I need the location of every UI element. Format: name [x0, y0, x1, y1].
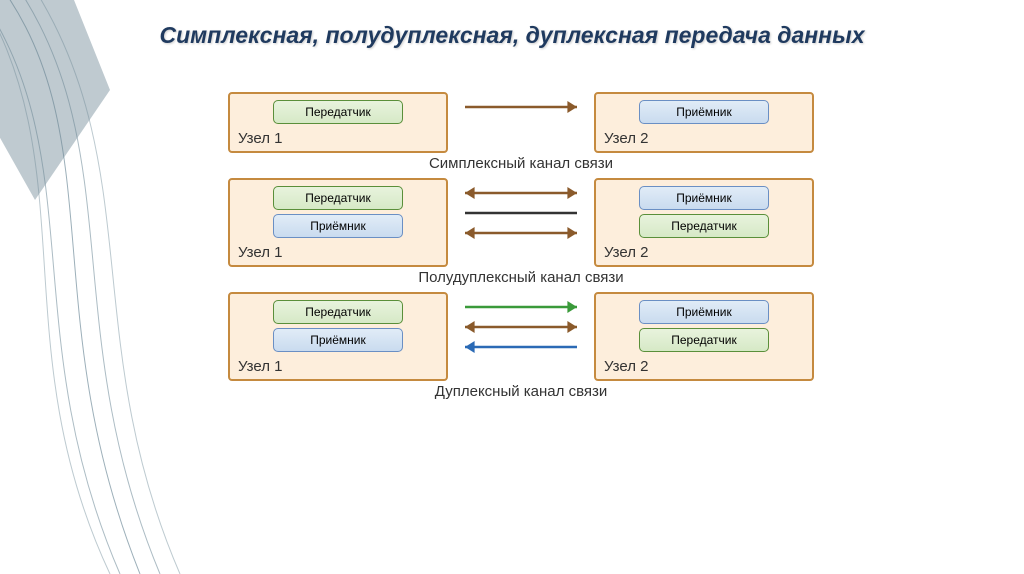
node-1: Передатчик Приёмник Узел 1 [228, 292, 448, 381]
arrow-line [461, 206, 581, 220]
receiver-box: Приёмник [639, 100, 769, 124]
arrow-column [458, 92, 584, 114]
arrow-both [461, 186, 581, 200]
arrow-left [461, 340, 581, 354]
node-2: Приёмник Передатчик Узел 2 [594, 178, 814, 267]
transmitter-box: Передатчик [639, 328, 769, 352]
node-label: Узел 1 [238, 130, 283, 147]
arrow-both [461, 320, 581, 334]
node-2: Приёмник Передатчик Узел 2 [594, 292, 814, 381]
arrow-right [461, 300, 581, 314]
node-1: Передатчик Узел 1 [228, 92, 448, 153]
node-label: Узел 1 [238, 358, 283, 375]
arrow-column [458, 292, 584, 354]
transmitter-box: Передатчик [273, 100, 403, 124]
transmitter-box: Передатчик [639, 214, 769, 238]
caption-fullduplex: Дуплексный канал связи [228, 383, 814, 400]
caption-halfduplex: Полудуплексный канал связи [228, 269, 814, 286]
section-simplex: Передатчик Узел 1 Приёмник Узел 2 Симплексны… [228, 92, 814, 172]
slide-decoration [0, 0, 190, 574]
page-title: Симплексная, полудуплексная, дуплексная … [0, 22, 1024, 49]
row: ПередатчикПриёмникУзел 1ПриёмникПередатч… [228, 292, 814, 381]
arrow-column [458, 178, 584, 240]
caption-simplex: Симплексный канал связи [228, 155, 814, 172]
diagram-area: Передатчик Узел 1 Приёмник Узел 2 Симплексны… [228, 92, 814, 406]
node-1: Передатчик Приёмник Узел 1 [228, 178, 448, 267]
row: ПередатчикПриёмникУзел 1ПриёмникПередатч… [228, 178, 814, 267]
node-label: Узел 2 [604, 358, 649, 375]
section-fullduplex: ПередатчикПриёмникУзел 1ПриёмникПередатч… [228, 292, 814, 400]
node-label: Узел 2 [604, 244, 649, 261]
arrow-right [461, 100, 581, 114]
node-label: Узел 1 [238, 244, 283, 261]
node-2: Приёмник Узел 2 [594, 92, 814, 153]
receiver-box: Приёмник [639, 186, 769, 210]
arrow-both [461, 226, 581, 240]
node-label: Узел 2 [604, 130, 649, 147]
section-halfduplex: ПередатчикПриёмникУзел 1ПриёмникПередатч… [228, 178, 814, 286]
receiver-box: Приёмник [273, 328, 403, 352]
transmitter-box: Передатчик [273, 186, 403, 210]
row: Передатчик Узел 1 Приёмник Узел 2 [228, 92, 814, 153]
receiver-box: Приёмник [273, 214, 403, 238]
receiver-box: Приёмник [639, 300, 769, 324]
transmitter-box: Передатчик [273, 300, 403, 324]
